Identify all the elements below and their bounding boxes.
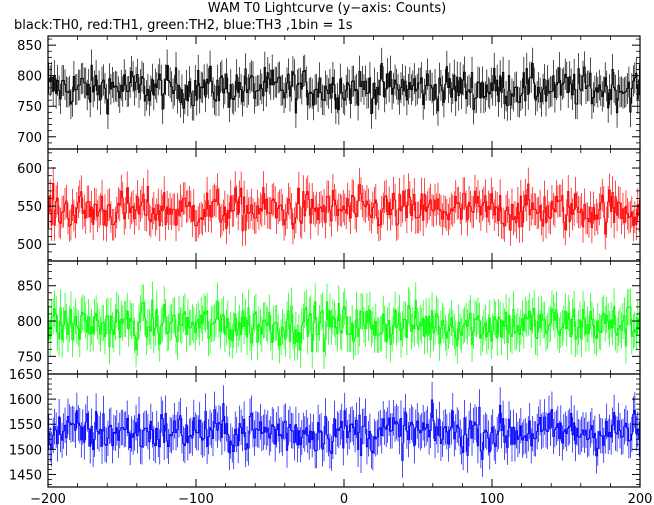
y-tick-label: 850 (17, 39, 42, 54)
y-tick-label: 750 (17, 350, 42, 365)
x-tick-label: 100 (480, 492, 505, 505)
y-tick-label: 800 (17, 315, 42, 330)
series-th0-line (48, 63, 640, 115)
y-tick-label: 1500 (9, 443, 42, 458)
chart-subtitle: black:TH0, red:TH1, green:TH2, blue:TH3 … (14, 18, 353, 33)
y-tick-label: 750 (17, 100, 42, 115)
x-tick-label: −200 (30, 492, 66, 505)
y-tick-label: 600 (17, 162, 42, 177)
panel-frame (47, 35, 641, 150)
y-tick-label: 1650 (9, 368, 42, 383)
x-tick-label: 0 (340, 492, 348, 505)
series-th1-line (48, 182, 640, 235)
y-tick-label: 500 (17, 238, 42, 253)
series-th0-errorbars (48, 47, 640, 130)
series-th2-errorbars (48, 281, 640, 369)
y-tick-label: 800 (17, 70, 42, 85)
chart-title: WAM T0 Lightcurve (y−axis: Counts) (207, 1, 447, 16)
y-tick-label: 1450 (9, 468, 42, 483)
series-th3-line (48, 399, 640, 461)
x-tick-label: 200 (628, 492, 653, 505)
y-tick-label: 550 (17, 200, 42, 215)
y-tick-label: 700 (17, 131, 42, 146)
y-tick-label: 850 (17, 280, 42, 295)
y-tick-label: 1550 (9, 418, 42, 433)
y-tick-label: 1600 (9, 393, 42, 408)
series-th2-line (48, 299, 640, 352)
x-tick-label: −100 (178, 492, 214, 505)
